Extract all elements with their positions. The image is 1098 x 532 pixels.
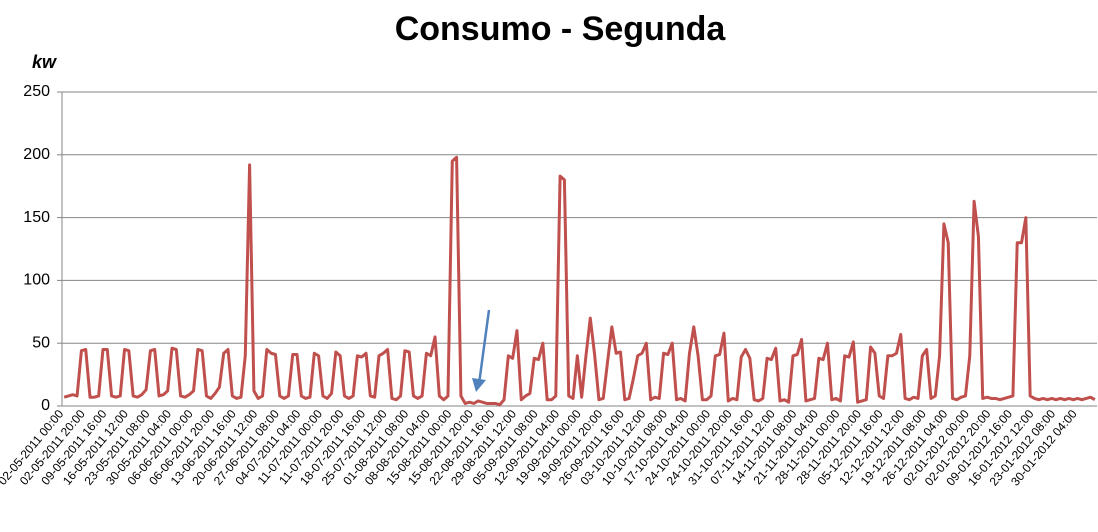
plot bbox=[63, 155, 1096, 407]
y-tick-label: 200 bbox=[23, 146, 50, 163]
chart-title: Consumo - Segunda bbox=[395, 10, 727, 48]
data-line bbox=[63, 155, 1096, 407]
y-tick-label: 0 bbox=[41, 397, 50, 414]
y-tick-label: 150 bbox=[23, 209, 50, 226]
y-axis-label: kw bbox=[32, 52, 57, 72]
y-tick-label: 250 bbox=[23, 83, 50, 100]
y-tick-label: 50 bbox=[32, 334, 50, 351]
arrow-head bbox=[472, 378, 486, 392]
y-tick-label: 100 bbox=[23, 272, 50, 289]
annotation-arrow bbox=[472, 309, 491, 392]
arrow-shaft bbox=[477, 309, 491, 385]
